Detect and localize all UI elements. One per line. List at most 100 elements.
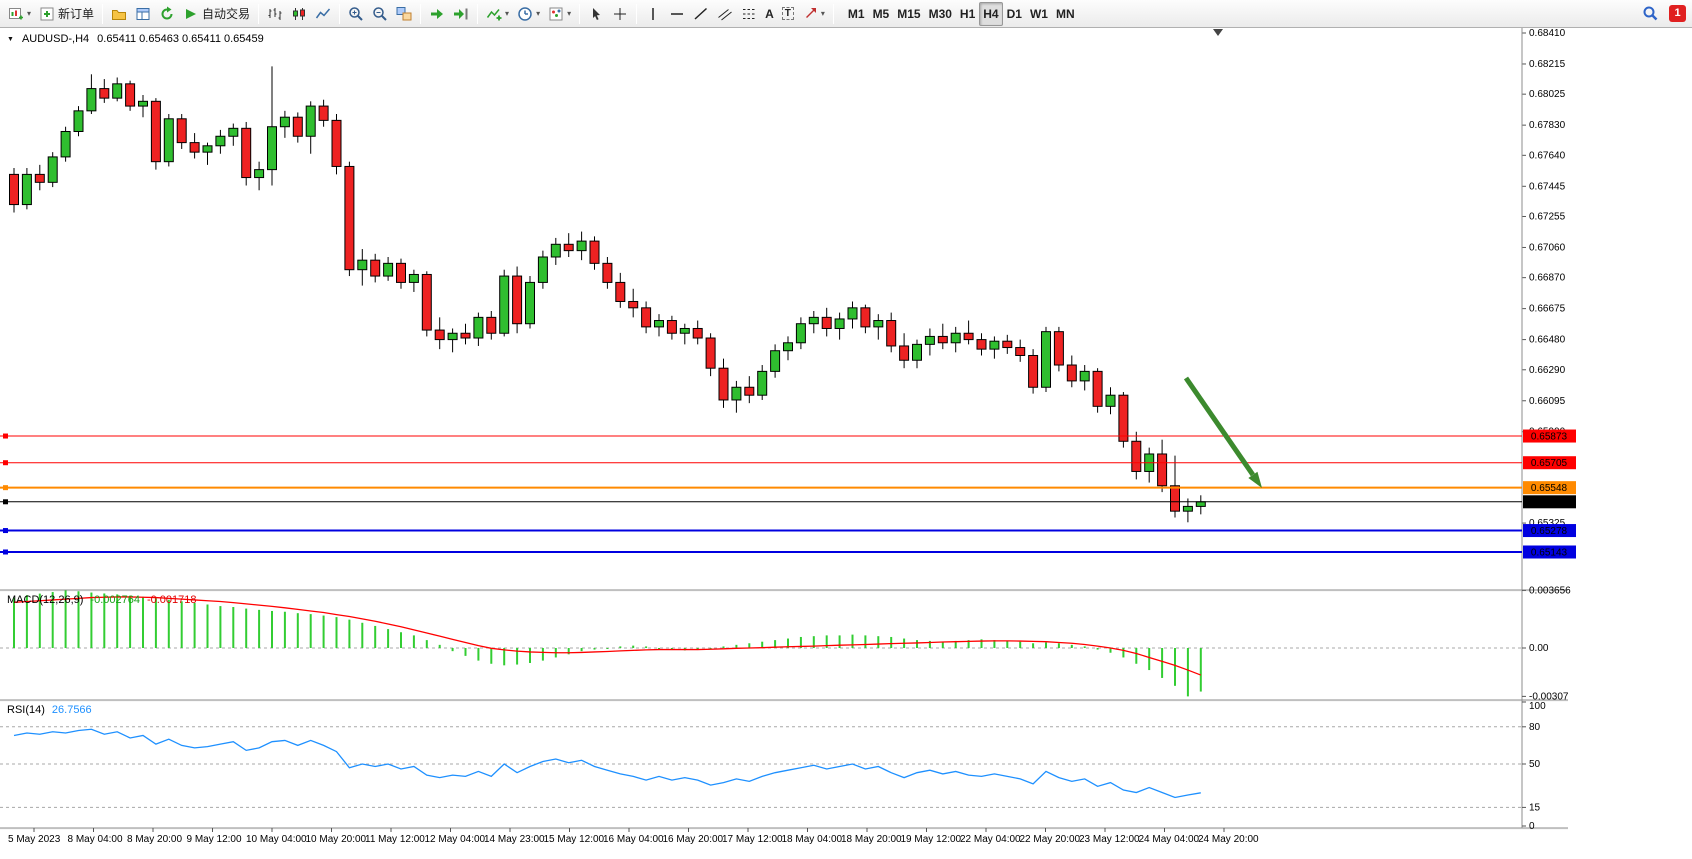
macd-bar: [993, 640, 996, 648]
refresh-button[interactable]: [155, 2, 179, 26]
ohlc-values: 0.65411 0.65463 0.65411 0.65459: [97, 33, 264, 45]
macd-bar: [619, 646, 622, 648]
periods-button[interactable]: ▾: [513, 2, 544, 26]
candle-down: [344, 165, 355, 271]
macd-bar: [1057, 643, 1060, 648]
notification-badge[interactable]: 1: [1669, 4, 1686, 22]
data-window-button[interactable]: [131, 2, 155, 26]
macd-bar: [799, 636, 802, 648]
candle-down: [641, 307, 652, 328]
vertical-line-button[interactable]: [641, 2, 665, 26]
rsi-axis-label: 80: [1529, 722, 1541, 733]
auto-trading-button[interactable]: 自动交易: [179, 2, 254, 26]
macd-bar: [890, 636, 893, 648]
chart-shift-button[interactable]: [449, 2, 473, 26]
candle-down: [331, 119, 342, 167]
cursor-button[interactable]: [584, 2, 608, 26]
arrows-tool-button[interactable]: ▾: [798, 2, 829, 26]
annotation-arrow-line[interactable]: [1183, 376, 1255, 477]
rsi-axis-label: 50: [1529, 759, 1541, 770]
bar-chart-icon: [268, 7, 282, 20]
macd-bar: [103, 593, 106, 648]
hline-handle[interactable]: [3, 528, 8, 534]
trendline-button[interactable]: [689, 2, 713, 26]
search-button[interactable]: [1638, 3, 1662, 23]
crosshair-button[interactable]: [608, 2, 632, 26]
candle-up: [305, 105, 316, 137]
line-chart-button[interactable]: [311, 2, 335, 26]
timeframe-m15-button[interactable]: M15: [893, 2, 924, 26]
macd-pane: [0, 589, 1526, 697]
bar-chart-button[interactable]: [263, 2, 287, 26]
timeframe-h1-button[interactable]: H1: [956, 2, 979, 26]
candlestick-chart-button[interactable]: [287, 2, 311, 26]
time-axis-label: 15 May 12:00: [544, 834, 605, 845]
macd-signal-line: [13, 596, 1202, 676]
macd-bar: [1083, 646, 1086, 648]
candle-up: [163, 118, 174, 163]
macd-bar: [928, 640, 931, 648]
new-chart-button[interactable]: ▾: [4, 2, 35, 26]
hline-handle[interactable]: [3, 485, 8, 491]
symbol-menu-icon[interactable]: ▼: [7, 35, 14, 43]
macd-bar: [1174, 648, 1176, 686]
tile-windows-button[interactable]: [392, 2, 416, 26]
templates-button[interactable]: ▾: [544, 2, 575, 26]
toolbar: ▾ 新订单: [0, 0, 1692, 28]
zoom-in-button[interactable]: [344, 2, 368, 26]
timeframe-mn-button[interactable]: MN: [1052, 2, 1079, 26]
macd-bar: [425, 640, 428, 648]
candle-up: [473, 316, 484, 339]
timeframe-m30-button[interactable]: M30: [925, 2, 956, 26]
candle-up: [254, 169, 265, 179]
fibonacci-button[interactable]: [737, 2, 761, 26]
chart-canvas[interactable]: 0.68410 0.68215 0.68025 0.67830 0.67640 0.674…: [0, 28, 1692, 859]
candle-up: [550, 243, 561, 258]
fibonacci-icon: [743, 8, 756, 19]
macd-bar: [129, 595, 132, 648]
candle-up: [215, 135, 226, 147]
hline-handle[interactable]: [3, 549, 8, 555]
rsi-line: [13, 728, 1201, 799]
price-label: 0.65705: [1531, 458, 1568, 469]
time-axis-label: 22 May 04:00: [960, 834, 1021, 845]
macd-bar: [709, 648, 712, 649]
macd-bar: [51, 592, 54, 648]
price-label: 0.65278: [1531, 526, 1568, 537]
text-button[interactable]: A: [761, 2, 778, 26]
price-tick-label: 0.66290: [1529, 365, 1566, 376]
macd-bar: [787, 638, 789, 648]
candle-down: [1053, 331, 1064, 366]
hline-handle[interactable]: [3, 433, 8, 439]
timeframe-m5-button[interactable]: M5: [869, 2, 894, 26]
time-axis-label: 24 May 04:00: [1139, 834, 1200, 845]
chart-shift-marker[interactable]: [1213, 29, 1223, 36]
profiles-button[interactable]: [107, 2, 131, 26]
zoom-out-button[interactable]: [368, 2, 392, 26]
hline-handle[interactable]: [3, 499, 8, 505]
timeframe-m1-button[interactable]: M1: [844, 2, 869, 26]
horizontal-line-button[interactable]: [665, 2, 689, 26]
auto-scroll-button[interactable]: [425, 2, 449, 26]
channel-button[interactable]: [713, 2, 737, 26]
timeframe-d1-button[interactable]: D1: [1003, 2, 1026, 26]
timeframe-w1-button[interactable]: W1: [1026, 2, 1052, 26]
new-order-button[interactable]: 新订单: [35, 2, 98, 26]
time-axis-label: 9 May 12:00: [187, 834, 242, 845]
macd-bar: [941, 641, 944, 648]
text-label-button[interactable]: T: [778, 2, 798, 26]
candle-up: [731, 386, 742, 401]
indicators-button[interactable]: ▾: [482, 2, 513, 26]
time-axis-label: 18 May 04:00: [782, 834, 843, 845]
candles-layer: [9, 66, 1206, 523]
candle-down: [34, 173, 45, 183]
hline-handle[interactable]: [3, 460, 8, 466]
macd-bar: [232, 607, 235, 648]
candle-up: [383, 262, 394, 277]
price-tick-label: 0.67255: [1529, 211, 1566, 222]
toolbar-separator: [339, 3, 341, 24]
macd-bar: [400, 632, 402, 648]
timeframe-h4-button[interactable]: H4: [979, 1, 1003, 26]
annotation-arrow-head[interactable]: [1248, 471, 1262, 488]
